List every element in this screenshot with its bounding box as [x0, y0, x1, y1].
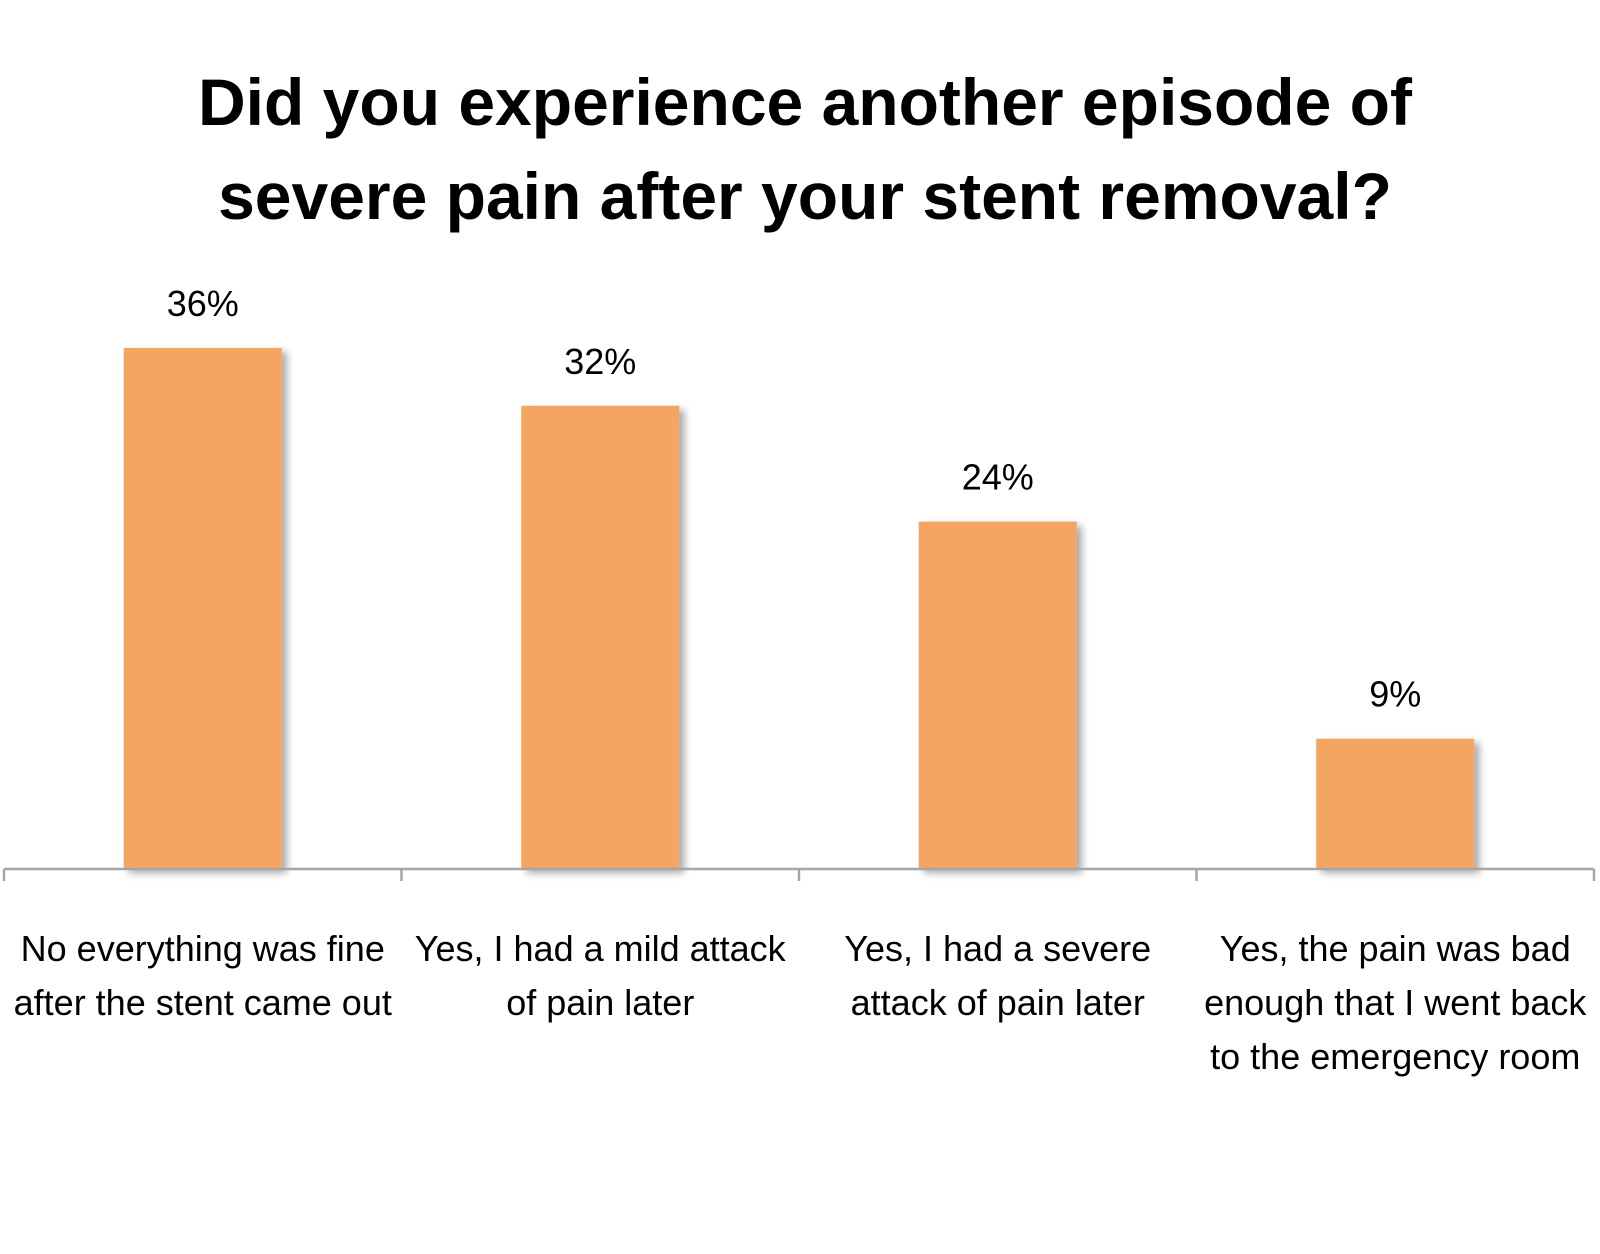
bar: [521, 405, 680, 869]
bar: [918, 521, 1077, 869]
bar: [123, 347, 282, 869]
chart-title: Did you experience another episode of se…: [198, 65, 1412, 233]
bars-layer: [123, 347, 1475, 869]
x-axis: [2, 867, 1596, 881]
value-label: 32%: [564, 341, 636, 382]
value-label: 24%: [962, 457, 1034, 498]
value-label: 9%: [1369, 674, 1421, 715]
category-label: Yes, the pain was bad enough that I went…: [1204, 928, 1587, 1077]
category-label: Yes, I had a mild attack of pain later: [414, 928, 786, 1023]
value-labels-layer: 36% 32% 24% 9%: [167, 283, 1422, 715]
category-label: No everything was fine after the stent c…: [13, 928, 392, 1023]
bar: [1316, 738, 1475, 869]
value-label: 36%: [167, 283, 239, 324]
category-label: Yes, I had a severe attack of pain later: [844, 928, 1152, 1023]
